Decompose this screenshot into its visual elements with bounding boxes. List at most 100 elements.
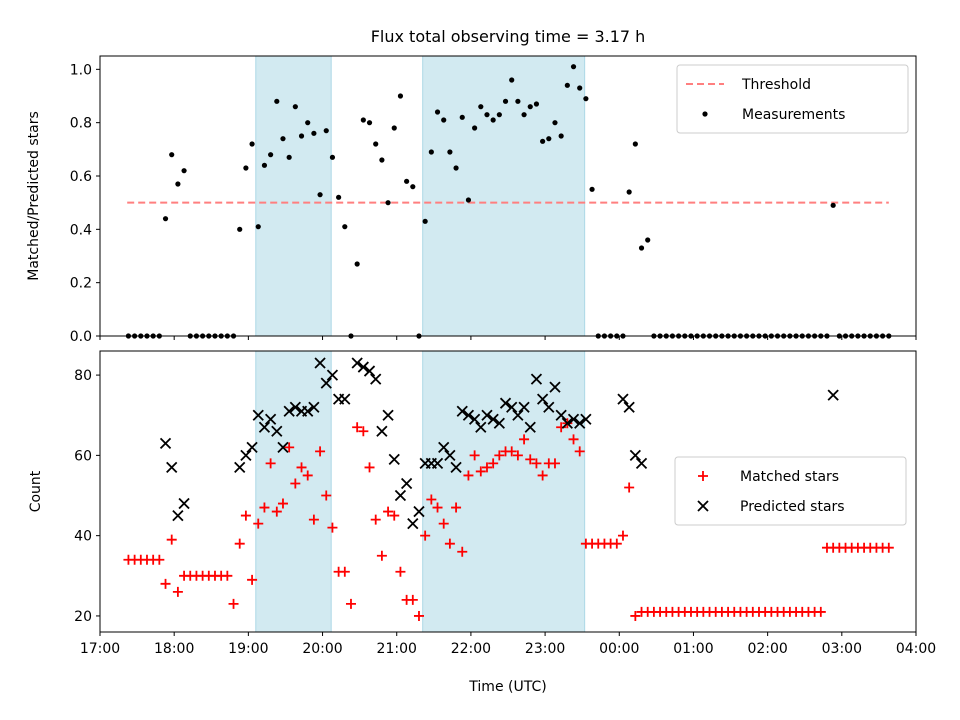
- shaded-interval: [422, 55, 586, 337]
- measurements-point: [589, 186, 595, 192]
- matched-stars-point: [463, 470, 474, 481]
- matched-stars-point: [481, 462, 492, 473]
- top-shaded-intervals: [255, 55, 586, 337]
- y-tick-label: 60: [74, 448, 92, 464]
- measurements-point: [645, 237, 651, 243]
- measurements-point: [385, 200, 391, 206]
- top-y-axis-label: Matched/Predicted stars: [26, 111, 42, 281]
- measurements-point: [280, 136, 286, 142]
- matched-stars-point: [488, 458, 499, 469]
- matched-stars-point: [519, 434, 530, 445]
- y-tick-label: 80: [74, 368, 92, 384]
- x-tick-label: 22:00: [451, 641, 491, 657]
- measurements-point: [274, 98, 280, 104]
- top-legend: Threshold Measurements: [676, 64, 909, 134]
- measurements-point: [552, 120, 558, 126]
- x-axis-label: Time (UTC): [468, 679, 546, 695]
- predicted-stars-point: [388, 453, 400, 466]
- legend-handle-predicted-stars: [697, 500, 709, 512]
- matched-stars-point: [494, 450, 505, 461]
- measurements-point: [521, 112, 527, 118]
- predicted-stars-point: [561, 417, 573, 429]
- legend-handle-measurements: [702, 111, 708, 117]
- measurements-point: [527, 104, 533, 110]
- matched-stars-point: [228, 598, 239, 609]
- measurements-point: [422, 218, 428, 224]
- predicted-stars-point: [382, 409, 394, 421]
- matched-stars-point: [352, 422, 363, 433]
- matched-stars-point: [630, 610, 641, 621]
- predicted-stars-point: [487, 413, 499, 425]
- bottom-panel: 17:00 18:00 19:00 20:00 21:00 22:00 23:00 00:00…: [28, 350, 936, 657]
- matched-stars-point: [432, 502, 443, 513]
- predicted-stars-point: [326, 369, 339, 381]
- measurements-point: [583, 96, 589, 102]
- measurements-point: [311, 130, 317, 136]
- bottom-shaded-intervals: [255, 350, 586, 633]
- matched-stars-point: [574, 446, 585, 457]
- predicted-stars-point: [623, 401, 635, 413]
- measurements-point: [336, 194, 342, 200]
- matched-stars-point: [537, 470, 548, 481]
- legend-box: [674, 456, 907, 526]
- matched-stars-point: [568, 434, 579, 445]
- measurements-point: [540, 138, 546, 144]
- matched-stars-point: [549, 458, 560, 469]
- y-tick-label: 40: [74, 529, 92, 545]
- measurements-point: [558, 133, 564, 139]
- matched-stars-point: [413, 610, 424, 621]
- matched-stars-point: [259, 502, 270, 513]
- measurements-point: [292, 104, 298, 110]
- measurements-point: [181, 168, 187, 174]
- x-tick-label: 04:00: [896, 641, 936, 657]
- measurements-point: [366, 120, 373, 126]
- matched-stars-point: [475, 466, 486, 477]
- measurements-point: [391, 125, 397, 131]
- legend-label-threshold: Threshold: [741, 77, 811, 93]
- matched-stars-point: [444, 538, 455, 549]
- predicted-stars-point: [499, 397, 512, 409]
- matched-stars-point: [339, 566, 350, 577]
- bottom-x-ticks: 17:00 18:00 19:00 20:00 21:00 22:00 23:00 00:00…: [80, 632, 936, 657]
- y-tick-label: 0.4: [70, 222, 92, 238]
- matched-stars-point: [358, 426, 369, 437]
- measurements-point: [342, 224, 348, 230]
- predicted-stars-point: [363, 365, 376, 377]
- x-tick-label: 17:00: [80, 641, 120, 657]
- measurements-point: [261, 162, 268, 168]
- predicted-stars-point: [351, 357, 363, 369]
- measurements-point: [632, 141, 638, 147]
- measurements-point: [329, 154, 336, 160]
- measurements-point: [441, 117, 447, 123]
- measurements-point: [502, 98, 509, 104]
- matched-stars-point: [296, 462, 307, 473]
- y-tick-label: 0.8: [70, 116, 92, 132]
- matched-stars-point: [370, 514, 381, 525]
- matched-stars-point: [271, 506, 282, 517]
- measurements-point: [478, 104, 484, 110]
- predicted-stars-point: [400, 477, 413, 490]
- legend-label-matched-stars: Matched stars: [740, 469, 839, 485]
- matched-stars-point: [389, 510, 400, 521]
- predicted-stars-point: [468, 413, 481, 425]
- matched-stars-point: [525, 454, 536, 465]
- predicted-stars-point: [289, 401, 301, 413]
- predicted-stars-point: [234, 461, 246, 474]
- matched-stars-point: [277, 498, 288, 509]
- measurements-point: [410, 184, 416, 190]
- predicted-stars-point: [518, 401, 530, 413]
- matched-stars-point: [315, 446, 326, 457]
- predicted-stars-point: [543, 401, 555, 413]
- measurements-point: [268, 152, 274, 158]
- measurements-point: [243, 165, 249, 171]
- measurements-point: [472, 125, 478, 131]
- predicted-stars-point: [555, 409, 567, 421]
- measurements-point: [175, 181, 181, 187]
- measurements-point: [298, 133, 305, 139]
- measurements-point: [379, 157, 385, 163]
- measurements-point: [397, 93, 404, 99]
- matched-stars-point: [611, 538, 622, 549]
- predicted-stars-point: [450, 461, 462, 474]
- measurements-point: [515, 98, 521, 104]
